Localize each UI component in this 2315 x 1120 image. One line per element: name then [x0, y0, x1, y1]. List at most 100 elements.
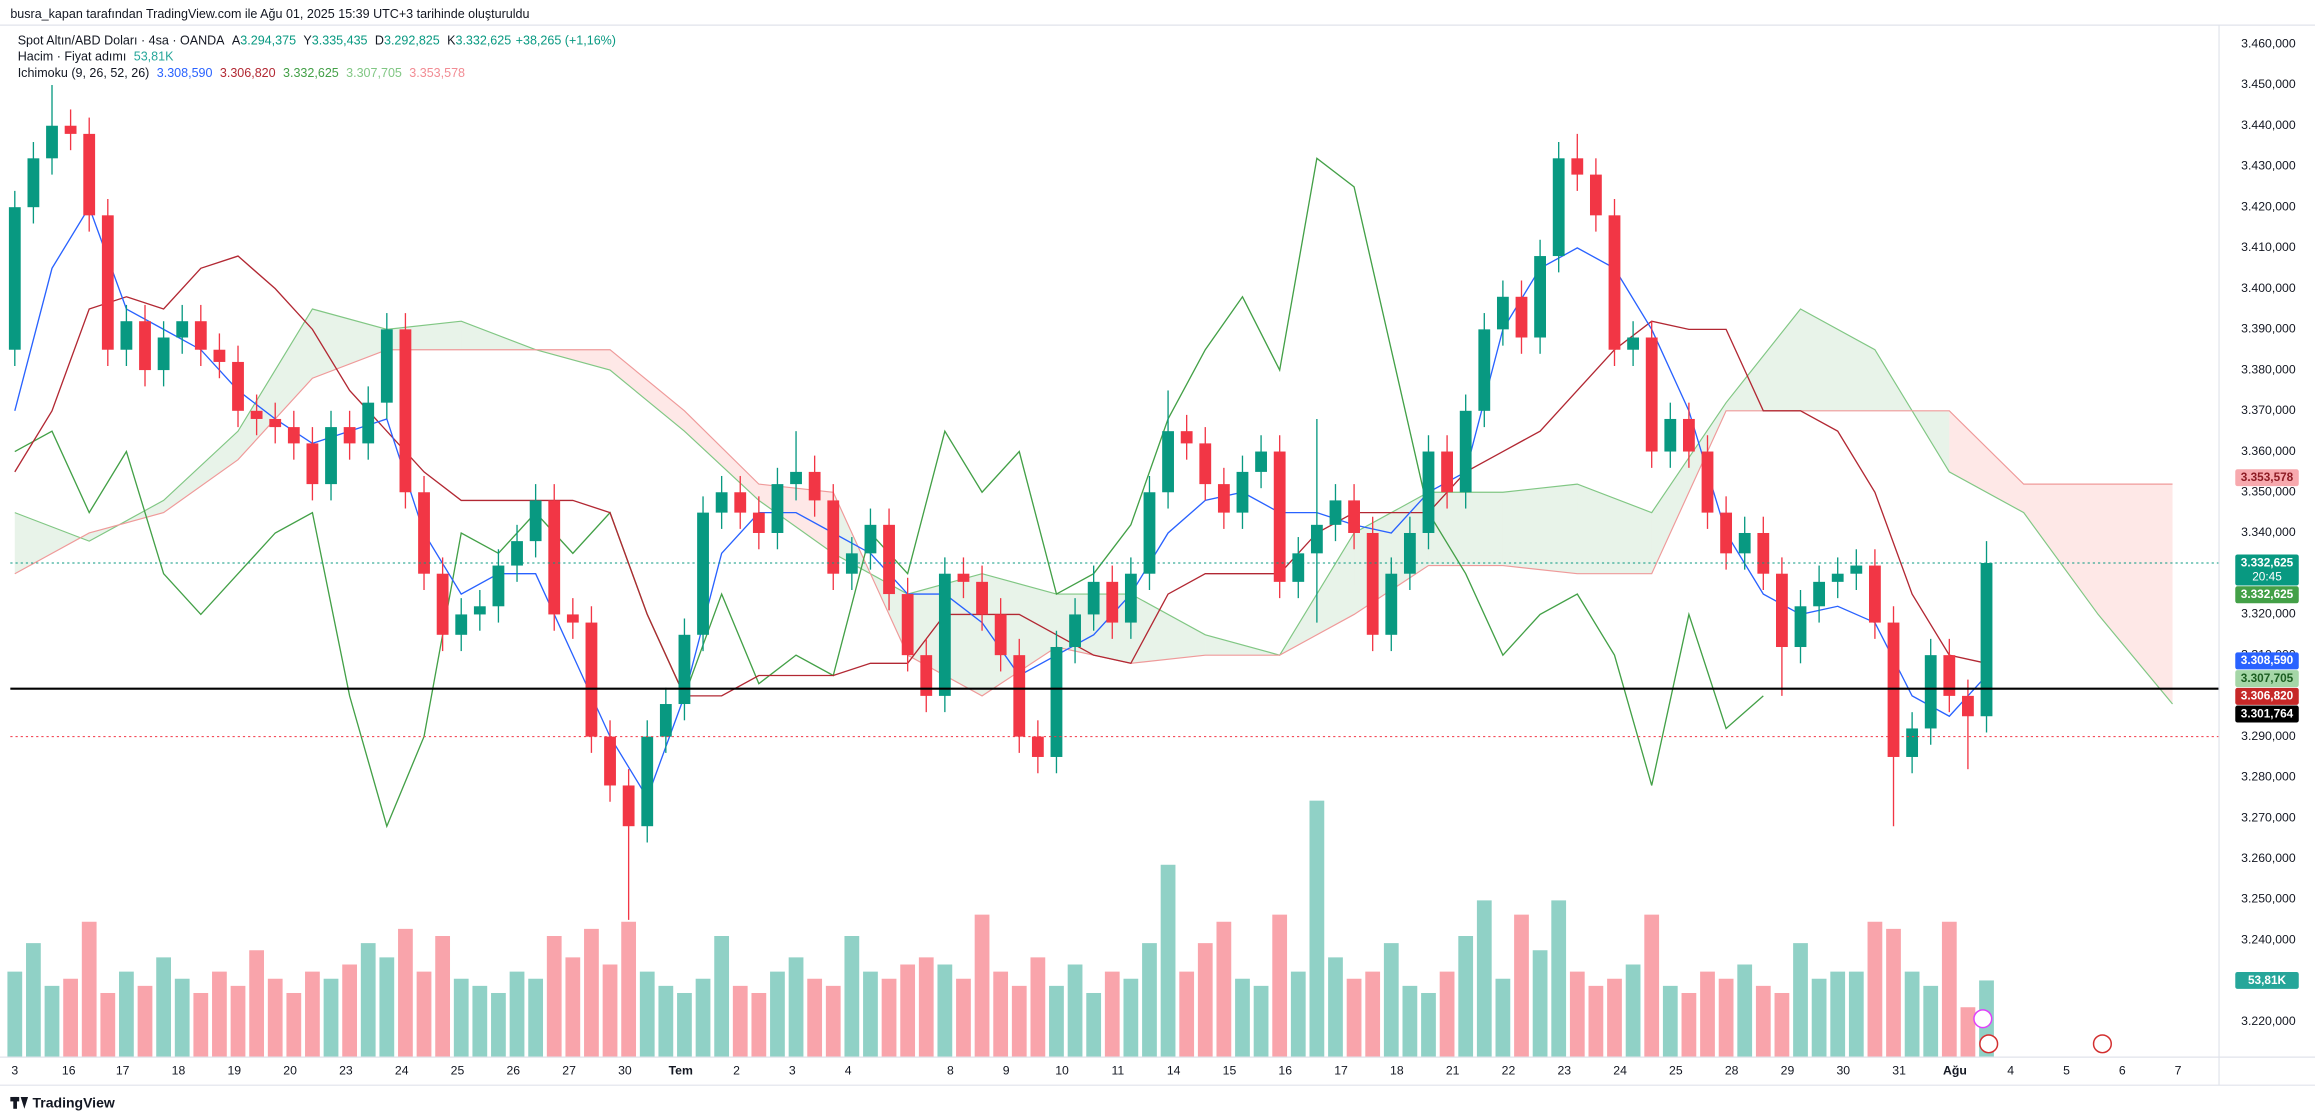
x-tick-label: 3	[11, 1063, 18, 1077]
candle-body	[1831, 573, 1844, 582]
candle-body	[771, 484, 784, 533]
legend-row: Hacim · Fiyat adımı 53,81K	[18, 50, 174, 64]
volume-bar	[1104, 971, 1120, 1058]
volume-bar	[639, 971, 655, 1058]
volume-bar	[305, 971, 320, 1058]
candle-body	[1236, 471, 1249, 513]
x-tick-label: 28	[1725, 1063, 1739, 1077]
candle-body	[883, 524, 895, 595]
legend-row: Spot Altın/ABD Doları · 4sa · OANDA A3.29…	[18, 34, 616, 48]
volume-bar	[881, 978, 897, 1058]
volume-bar	[472, 985, 488, 1058]
candle-body	[957, 573, 970, 582]
volume-bar	[1662, 985, 1678, 1058]
volume-bar	[453, 978, 469, 1058]
volume-bar	[1439, 971, 1455, 1058]
ohlc-key: Y	[303, 34, 312, 48]
volume-bar	[81, 921, 97, 1058]
candle-body	[1496, 296, 1509, 330]
volume-bar	[918, 957, 934, 1058]
x-tick-label: 14	[1167, 1063, 1181, 1077]
candle-body	[1757, 532, 1770, 574]
candle-body	[1887, 622, 1900, 757]
volume-bar	[7, 971, 23, 1058]
candle-body	[901, 594, 914, 656]
volume-bar	[435, 936, 451, 1058]
candle-body	[455, 614, 468, 635]
ohlc-key: D	[375, 34, 384, 48]
x-tick-label: 2	[733, 1063, 740, 1077]
volume-bar	[1495, 978, 1511, 1058]
price-label: 3.353,578	[2241, 470, 2294, 484]
volume-bar	[974, 914, 990, 1058]
candle-body	[1962, 695, 1974, 717]
price-label-time: 20:45	[2252, 570, 2282, 584]
volume-value: 53,81K	[134, 50, 174, 64]
candle-body	[1441, 451, 1453, 493]
candle-body	[269, 418, 282, 428]
candle-body	[1738, 532, 1751, 554]
volume-bar	[546, 936, 562, 1058]
y-tick-label: 3.390,000	[2241, 322, 2296, 336]
volume-bar	[1383, 943, 1399, 1058]
candle-body	[511, 541, 523, 566]
y-tick-label: 3.430,000	[2241, 159, 2296, 173]
legend-row: Ichimoku (9, 26, 52, 26) 3.308,590 3.306,8…	[18, 66, 465, 80]
candle-body	[529, 500, 542, 542]
y-tick-label: 3.280,000	[2241, 770, 2296, 784]
y-tick-label: 3.250,000	[2241, 892, 2296, 906]
volume-bar	[509, 971, 525, 1058]
y-tick-label: 3.440,000	[2241, 118, 2296, 132]
cloud-fill	[2098, 484, 2173, 705]
candle-body	[622, 785, 635, 827]
candle-body	[1143, 492, 1156, 574]
volume-bar	[193, 992, 209, 1058]
candle-body	[1589, 174, 1602, 216]
candle-body	[1645, 337, 1658, 452]
y-tick-label: 3.240,000	[2241, 932, 2296, 946]
volume-bar	[1681, 992, 1697, 1058]
volume-bar	[1588, 985, 1604, 1058]
indicator-value: 3.308,590	[157, 66, 213, 80]
volume-bar	[807, 978, 823, 1058]
price-label-box	[2235, 554, 2299, 586]
candle-body	[473, 606, 486, 615]
candle-body	[64, 125, 77, 134]
y-tick-label: 3.340,000	[2241, 525, 2296, 539]
candle-body	[641, 736, 654, 827]
volume-bar	[863, 971, 878, 1058]
candle-body	[920, 655, 933, 696]
candle-body	[1031, 736, 1044, 757]
price-label-box	[2235, 705, 2299, 723]
candle-body	[1013, 655, 1026, 737]
volume-bar	[1290, 971, 1306, 1058]
candle-body	[845, 553, 858, 574]
x-tick-label: 29	[1781, 1063, 1795, 1077]
event-icon[interactable]	[1973, 1009, 1993, 1029]
price-label-box	[2235, 670, 2299, 688]
candle-body	[325, 427, 337, 485]
volume-bar	[1607, 978, 1622, 1058]
candle-body	[1459, 410, 1472, 493]
volume-bar	[1365, 971, 1381, 1058]
candle-body	[604, 736, 616, 786]
candle-body	[734, 492, 747, 513]
candle-body	[1348, 500, 1360, 533]
event-icon[interactable]	[2092, 1034, 2112, 1054]
ohlc-value: 3.292,825	[384, 34, 440, 48]
candle-body	[827, 500, 840, 574]
volume-bar	[1941, 921, 1957, 1058]
candle-body	[864, 524, 877, 554]
volume-bar	[1551, 900, 1567, 1058]
logo: TradingView	[10, 1094, 115, 1110]
volume-bar	[1476, 900, 1492, 1058]
event-icon[interactable]	[1979, 1034, 1999, 1054]
y-tick-label: 3.380,000	[2241, 362, 2296, 376]
cloud-fill	[1428, 492, 1503, 566]
volume-bar	[1514, 914, 1529, 1058]
volume-bar	[1197, 943, 1213, 1058]
x-tick-label: 20	[283, 1063, 297, 1077]
candle-body	[213, 349, 226, 362]
caption: busra_kapan tarafından TradingView.com i…	[10, 7, 529, 21]
